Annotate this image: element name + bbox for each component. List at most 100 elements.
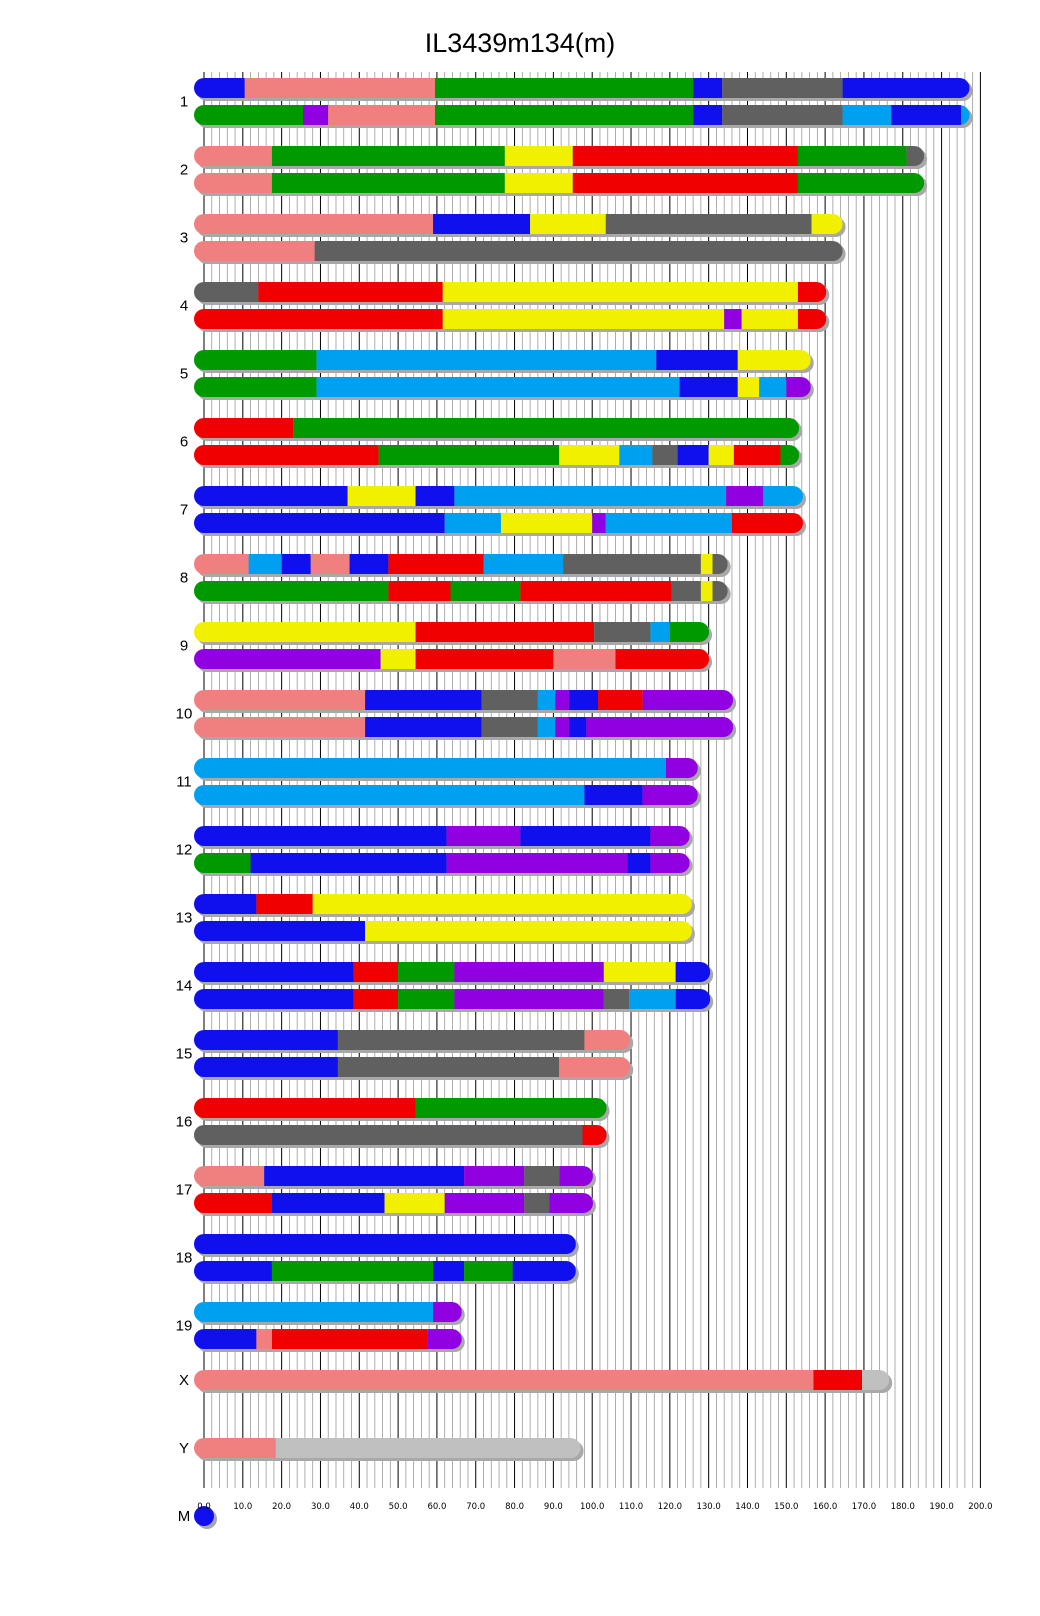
haplotype-segment <box>444 513 501 533</box>
haplotype-segment <box>194 241 315 261</box>
haplotype-segment <box>722 105 843 125</box>
chromosome-label: 12 <box>176 842 193 859</box>
haplotype-segment <box>194 1370 814 1390</box>
haplotype-segment <box>722 78 843 98</box>
haplotype-segment <box>454 989 604 1009</box>
haplotype-segment <box>194 418 294 438</box>
chromosome-label: Y <box>179 1440 189 1457</box>
x-tick-label: 170.0 <box>852 1502 876 1512</box>
haplotype-segment <box>380 649 416 669</box>
chromosome-12-haplotype-2 <box>194 853 693 876</box>
x-tick-label: 10.0 <box>233 1502 252 1512</box>
haplotype-segment <box>627 853 651 873</box>
chromosome-label: 14 <box>176 978 193 995</box>
haplotype-segment <box>271 1329 428 1349</box>
chromosome-4-haplotype-2 <box>194 309 830 332</box>
haplotype-segment <box>256 894 313 914</box>
haplotype-segment <box>194 853 251 873</box>
chromosome-17-haplotype-2 <box>194 1193 596 1216</box>
chromosome-label: 18 <box>176 1250 193 1267</box>
chromosome-label: 10 <box>176 706 193 723</box>
haplotype-segment <box>671 581 701 601</box>
haplotype-segment <box>388 554 484 574</box>
chromosome-label: 9 <box>180 638 188 655</box>
chromosome-label: 11 <box>176 774 192 791</box>
haplotype-segment <box>398 962 455 982</box>
haplotype-segment <box>194 445 379 465</box>
x-tick-label: 150.0 <box>774 1502 798 1512</box>
chromosome-14-haplotype-2 <box>194 989 714 1012</box>
haplotype-segment <box>797 309 827 329</box>
chromosome-X-haplotype-1 <box>194 1370 893 1393</box>
haplotype-segment <box>442 309 725 329</box>
haplotype-segment <box>549 1193 593 1213</box>
haplotype-segment <box>194 989 354 1009</box>
haplotype-segment <box>442 282 798 302</box>
haplotype-segment <box>415 486 455 506</box>
haplotype-segment <box>584 1030 631 1050</box>
haplotype-segment <box>194 377 317 397</box>
chromosome-7-haplotype-1 <box>194 486 806 509</box>
x-axis-ticks: 0.0 10.0 20.0 30.0 40.0 50.0 60.0 70.0 80.0 90.0 1… <box>197 1502 992 1512</box>
haplotype-segment <box>365 921 692 941</box>
haplotype-segment <box>572 173 798 193</box>
haplotype-segment <box>572 146 798 166</box>
haplotype-segment <box>194 622 416 642</box>
chromosome-label: 1 <box>180 94 188 111</box>
haplotype-segment <box>598 690 643 710</box>
chromosome-10-haplotype-2 <box>194 717 737 740</box>
haplotype-segment <box>349 554 389 574</box>
haplotype-segment <box>194 1030 338 1050</box>
chromosome-label: 17 <box>176 1182 193 1199</box>
haplotype-segment <box>650 826 690 846</box>
haplotype-segment <box>434 105 694 125</box>
chromosome-17-haplotype-1 <box>194 1166 596 1189</box>
haplotype-segment <box>194 1302 434 1322</box>
haplotype-segment <box>281 554 311 574</box>
chromosome-label: 6 <box>180 434 188 451</box>
haplotype-segment <box>194 690 366 710</box>
haplotype-segment <box>328 105 435 125</box>
haplotype-segment <box>642 690 734 710</box>
haplotype-segment <box>194 78 245 98</box>
haplotype-segment <box>433 1302 462 1322</box>
chromosome-19-haplotype-2 <box>194 1329 465 1352</box>
x-tick-label: 130.0 <box>696 1502 720 1512</box>
chromosome-6-haplotype-2 <box>194 445 803 468</box>
haplotype-segment <box>194 146 272 166</box>
haplotype-segment <box>194 1506 214 1526</box>
haplotype-segment <box>656 350 738 370</box>
haplotype-segment <box>813 1370 862 1390</box>
chromosome-2-haplotype-1 <box>194 146 928 169</box>
haplotype-segment <box>248 554 282 574</box>
haplotype-segment <box>398 989 455 1009</box>
haplotype-segment <box>559 1057 631 1077</box>
haplotype-segment <box>194 1166 265 1186</box>
chromosome-3-haplotype-2 <box>194 241 846 264</box>
haplotype-segment <box>194 894 257 914</box>
haplotype-segment <box>194 486 348 506</box>
haplotype-segment <box>891 105 961 125</box>
haplotype-segment <box>555 717 569 737</box>
haplotype-segment <box>194 309 443 329</box>
haplotype-segment <box>444 1193 525 1213</box>
haplotype-segment <box>605 214 812 234</box>
chromosome-label: 19 <box>176 1318 193 1335</box>
haplotype-segment <box>384 1193 445 1213</box>
chromosome-label: 3 <box>180 230 188 247</box>
chromosome-1-haplotype-1 <box>194 78 973 101</box>
haplotype-segment <box>693 105 723 125</box>
haplotype-segment <box>194 350 317 370</box>
haplotype-segment <box>365 690 482 710</box>
haplotype-segment <box>316 377 680 397</box>
chromosome-19-haplotype-1 <box>194 1302 465 1325</box>
haplotype-segment <box>481 717 538 737</box>
x-tick-label: 60.0 <box>427 1502 446 1512</box>
haplotype-segment <box>568 690 599 710</box>
haplotype-segment <box>483 554 564 574</box>
haplotype-segment <box>786 377 811 397</box>
haplotype-segment <box>700 554 713 574</box>
chromosome-18-haplotype-1 <box>194 1234 579 1257</box>
